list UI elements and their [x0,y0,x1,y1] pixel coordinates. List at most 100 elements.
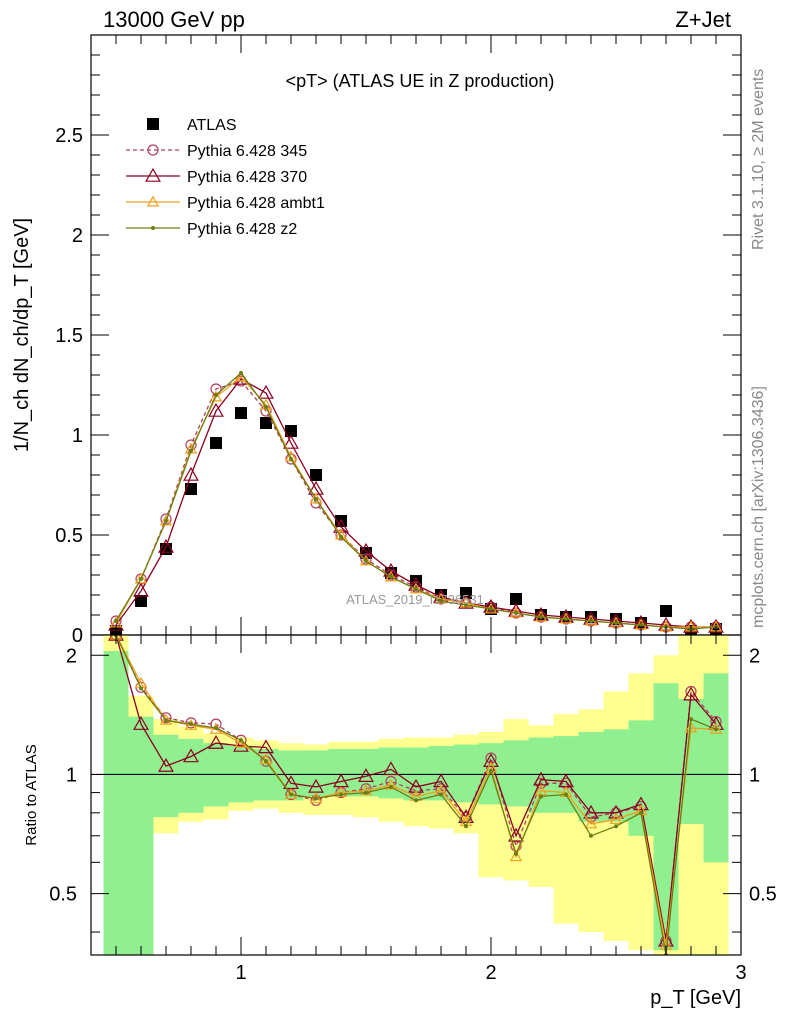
lower-plot-area [91,635,741,955]
lower-series-line [115,635,717,942]
upper-point [333,518,349,533]
upper-y-tick-label: 0.5 [55,525,83,547]
upper-y-tick-label: 2.5 [55,125,83,147]
lower-point [260,755,272,767]
upper-point [310,469,322,481]
upper-point [589,619,593,623]
lower-point [384,778,398,790]
upper-point [483,598,499,613]
lower-y-tick-label-right: 0.5 [749,884,777,906]
lower-point [289,792,293,797]
header-left: 13000 GeV pp [103,7,245,32]
legend-marker [147,118,159,130]
upper-point [185,483,197,495]
upper-point [385,569,397,581]
upper-point [135,595,147,607]
upper-point [283,434,299,449]
legend-marker [147,144,159,156]
stat-band-bin [103,651,129,955]
lower-point [609,813,623,824]
legend-label: Pythia 6.428 345 [187,143,307,160]
upper-title: <pT> (ATLAS UE in Z production) [286,71,555,91]
x-tick-label: 1 [235,962,246,984]
legend-label: ATLAS [187,117,237,134]
upper-point [510,593,522,605]
upper-point [384,570,398,582]
stat-band-bin [153,734,179,818]
rivet-label: Rivet 3.1.10, ≥ 2M events [750,69,767,250]
lower-point [239,738,243,743]
upper-point [258,384,274,399]
upper-point [160,513,172,525]
lower-point [389,784,393,789]
upper-point [134,572,148,584]
lower-point [535,777,547,789]
upper-y-axis-label: 1/N_ch dN_ch/dp_T [GeV] [11,218,33,452]
upper-panel: 0 0.5 1 1.5 2 2.5 [55,35,741,647]
lower-point [159,713,173,725]
upper-ticks: 0 0.5 1 1.5 2 2.5 [55,35,741,647]
lower-point [614,824,618,829]
lower-ticks: 0.5 0.5 1 1 2 2 1 2 3 [49,635,777,984]
upper-point [564,617,568,621]
lower-point [464,824,468,829]
lower-point [639,810,643,815]
lower-panel: 0.5 0.5 1 1 2 2 1 2 3 [49,635,777,984]
lower-point [208,734,224,749]
upper-point [209,390,223,402]
lower-point [383,761,399,776]
lower-point [364,790,368,795]
lower-point [189,722,193,727]
stat-band-bin [528,737,554,813]
legend-entry: Pythia 6.428 345 [126,143,307,160]
upper-y-tick-label: 2 [72,225,83,247]
legend-marker [146,195,160,207]
lower-y-tick-label: 2 [66,645,77,667]
lower-point [633,796,649,811]
upper-point [164,519,168,523]
lower-point [183,748,199,763]
upper-point [158,538,174,553]
stat-band-bin [328,748,354,797]
lower-point [284,788,298,799]
stat-band-bin [503,740,529,807]
lower-point [684,721,698,733]
upper-point [489,607,493,611]
upper-point [260,417,272,429]
stat-band-bin [703,673,729,863]
upper-point [285,453,297,465]
upper-point [214,393,218,397]
upper-series-4 [114,371,718,631]
upper-point [235,407,247,419]
lower-point [683,686,699,701]
lower-point [439,792,443,797]
upper-point [314,497,318,501]
upper-point [114,619,118,623]
legend-label: Pythia 6.428 ambt1 [187,195,325,212]
legend-entry: Pythia 6.428 370 [126,167,307,186]
upper-point [364,559,368,563]
upper-point [183,466,199,481]
lower-point [314,796,318,801]
x-axis-label: p_T [GeV] [650,987,741,1009]
lower-point [539,794,543,799]
x-tick-label: 2 [485,962,496,984]
upper-point [460,587,472,599]
upper-point [464,603,468,607]
stat-band-bin [128,716,154,955]
lower-y-tick-label: 0.5 [49,884,77,906]
upper-point [289,457,293,461]
stat-band-bin [378,747,404,799]
stat-band-bin [578,732,604,822]
stat-band-bin [628,720,654,836]
legend-entry: Pythia 6.428 z2 [126,221,297,238]
legend-marker [145,167,161,182]
upper-point [583,610,599,625]
lower-point [214,726,218,731]
lower-y-tick-label: 1 [66,764,77,786]
lower-point [158,757,174,772]
lower-point [264,759,268,764]
upper-point [239,371,243,375]
watermark: ATLAS_2019_I1736531 [346,592,484,607]
upper-point [558,608,574,623]
